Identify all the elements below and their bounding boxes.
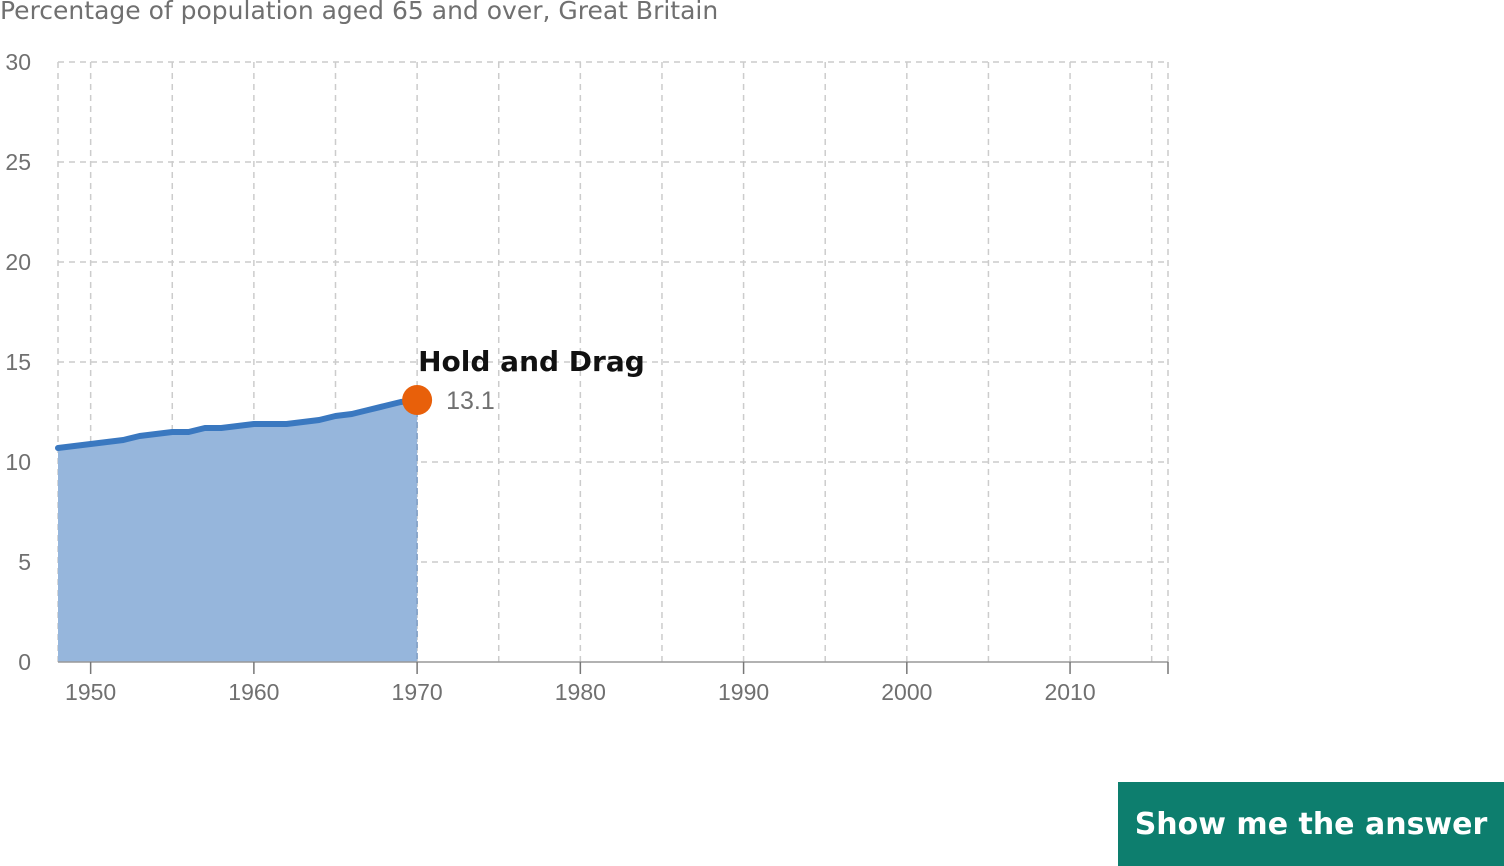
y-tick-label: 30 xyxy=(5,49,31,75)
series-line xyxy=(55,397,421,451)
y-tick-label: 0 xyxy=(18,649,31,675)
x-tick-label: 2010 xyxy=(1044,679,1095,705)
x-tick-label: 1950 xyxy=(65,679,116,705)
drag-handle[interactable] xyxy=(402,385,433,415)
tick-labels: 0 5 10 15 20 25 30 1950 1960 1970 1980 1990 2000 2010 xyxy=(5,49,1095,705)
axes xyxy=(58,661,1169,674)
x-tick-label: 2000 xyxy=(881,679,932,705)
handle-value-label: 13.1 xyxy=(446,387,495,415)
data-area xyxy=(55,397,421,662)
series-area xyxy=(58,400,418,662)
grid-lines xyxy=(57,61,1169,662)
y-tick-label: 25 xyxy=(5,149,31,175)
x-tick-label: 1980 xyxy=(555,679,606,705)
x-tick-label: 1990 xyxy=(718,679,769,705)
show-answer-button[interactable]: Show me the answer xyxy=(1118,782,1504,866)
hold-and-drag-label: Hold and Drag xyxy=(418,345,645,378)
drag-handle-group: Hold and Drag 13.1 xyxy=(402,345,645,415)
y-tick-label: 10 xyxy=(5,449,31,475)
y-tick-label: 20 xyxy=(5,249,31,275)
chart-title: Percentage of population aged 65 and ove… xyxy=(0,0,719,25)
x-tick-label: 1960 xyxy=(228,679,279,705)
x-tick-label: 1970 xyxy=(392,679,443,705)
y-tick-label: 5 xyxy=(18,549,31,575)
y-tick-label: 15 xyxy=(5,349,31,375)
